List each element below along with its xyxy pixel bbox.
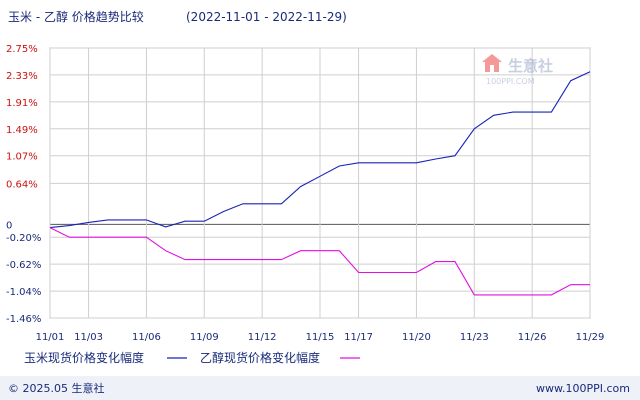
x-tick-label: 11/23 <box>460 332 489 343</box>
y-tick-label: -0.20% <box>6 233 41 244</box>
watermark-url: 100PPI.COM <box>486 77 535 86</box>
watermark-name: 生意社 <box>508 57 553 75</box>
series-lines <box>49 71 591 296</box>
gridlines <box>49 47 591 319</box>
y-tick-label: 0 <box>6 220 12 231</box>
y-tick-label: -0.62% <box>6 260 41 271</box>
watermark-logo: 生意社 100PPI.COM <box>482 54 553 86</box>
y-tick-label: 2.75% <box>6 44 38 55</box>
y-tick-label: 1.07% <box>6 152 38 163</box>
series-line-corn <box>49 71 591 229</box>
legend-label-ethanol: 乙醇现货价格变化幅度 <box>200 350 320 365</box>
x-tick-label: 11/26 <box>518 332 547 343</box>
y-tick-label: 0.64% <box>6 179 38 190</box>
x-tick-label: 11/20 <box>402 332 431 343</box>
y-tick-label: 1.49% <box>6 125 38 136</box>
x-axis-ticks: 11/01 11/03 11/06 11/09 11/12 11/15 11/17 11/20… <box>36 332 605 343</box>
x-tick-label: 11/06 <box>132 332 161 343</box>
x-tick-label: 11/01 <box>36 332 65 343</box>
y-tick-label: -1.04% <box>6 287 41 298</box>
chart-title: 玉米 - 乙醇 价格趋势比较 <box>8 9 144 24</box>
x-tick-label: 11/29 <box>576 332 605 343</box>
y-axis-ticks: 2.75% 2.33% 1.91% 1.49% 1.07% 0.64% 0 -0.20% -0.… <box>6 44 41 325</box>
house-icon <box>482 54 502 72</box>
x-tick-label: 11/09 <box>190 332 219 343</box>
chart-date-range: (2022-11-01 - 2022-11-29) <box>186 10 347 24</box>
series-line-ethanol <box>49 227 590 296</box>
x-tick-label: 11/17 <box>344 332 373 343</box>
y-tick-label: 2.33% <box>6 71 38 82</box>
y-tick-label: 1.91% <box>6 98 38 109</box>
x-tick-label: 11/03 <box>74 332 103 343</box>
legend: 玉米现货价格变化幅度 乙醇现货价格变化幅度 <box>24 350 360 365</box>
footer-site-link[interactable]: www.100PPI.com <box>536 382 630 395</box>
legend-label-corn: 玉米现货价格变化幅度 <box>24 350 144 365</box>
x-tick-label: 11/12 <box>248 332 277 343</box>
x-tick-label: 11/15 <box>306 332 335 343</box>
footer-bar <box>0 376 640 400</box>
y-tick-label: -1.46% <box>6 314 41 325</box>
footer-copyright: © 2025.05 生意社 <box>8 381 104 395</box>
